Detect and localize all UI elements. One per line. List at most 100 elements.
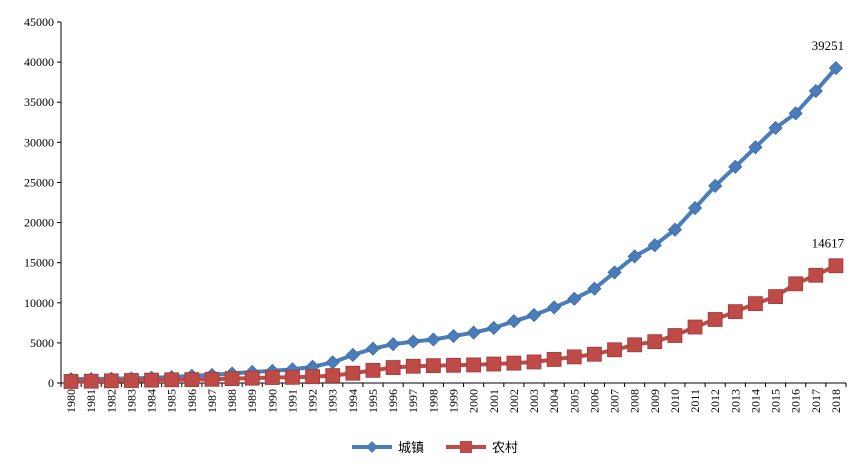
legend-label: 城镇 xyxy=(398,441,424,456)
data-point xyxy=(506,314,521,329)
data-point xyxy=(365,362,381,378)
x-tick-label: 2010 xyxy=(668,389,682,413)
data-point xyxy=(748,140,763,155)
x-tick-label: 2005 xyxy=(567,389,581,413)
chart-legend: 城镇 农村 xyxy=(352,441,518,456)
data-point xyxy=(526,307,542,323)
chart-axes xyxy=(60,22,846,384)
data-point xyxy=(566,349,582,365)
x-tick-label: 2017 xyxy=(809,389,823,413)
data-point xyxy=(727,304,743,320)
x-tick-label: 1980 xyxy=(64,389,78,413)
y-tick-label: 40000 xyxy=(24,55,54,69)
data-point xyxy=(788,276,804,292)
end-value-label: 14617 xyxy=(812,236,845,251)
x-tick-label: 1983 xyxy=(124,389,138,413)
data-point xyxy=(224,371,240,387)
data-point xyxy=(667,222,682,237)
x-tick-label: 1997 xyxy=(406,389,420,413)
x-tick-label: 1985 xyxy=(165,389,179,413)
data-point xyxy=(546,352,562,367)
x-tick-label: 1987 xyxy=(205,389,219,413)
data-point xyxy=(345,365,361,381)
x-tick-label: 1989 xyxy=(245,389,259,413)
data-point xyxy=(63,374,79,389)
x-tick-label: 2001 xyxy=(487,389,501,413)
data-point xyxy=(285,369,300,385)
x-tick-label: 2018 xyxy=(829,389,843,413)
data-point xyxy=(647,238,662,253)
x-tick-label: 2006 xyxy=(587,389,601,413)
x-tick-label: 1990 xyxy=(265,389,279,413)
data-point xyxy=(526,354,542,370)
data-point xyxy=(607,265,622,280)
data-point xyxy=(365,341,381,356)
data-point xyxy=(506,355,522,371)
data-point xyxy=(808,83,823,99)
x-tick-label: 1984 xyxy=(145,389,159,413)
x-tick-label: 1988 xyxy=(225,389,239,413)
legend-marker xyxy=(460,441,472,453)
data-point xyxy=(164,372,180,388)
end-value-label: 39251 xyxy=(812,38,845,53)
y-tick-label: 35000 xyxy=(24,95,54,109)
data-point xyxy=(808,267,824,283)
y-tick-label: 25000 xyxy=(24,175,54,189)
x-tick-label: 2000 xyxy=(467,389,481,413)
legend-label: 农村 xyxy=(492,441,518,456)
x-tick-label: 1982 xyxy=(104,389,118,413)
data-point xyxy=(184,372,200,387)
y-tick-label: 45000 xyxy=(24,15,54,29)
data-point xyxy=(828,258,844,274)
x-tick-label: 1998 xyxy=(426,389,440,413)
data-point xyxy=(466,357,482,373)
data-point xyxy=(405,358,421,374)
x-tick-label: 2015 xyxy=(769,389,783,413)
x-tick-label: 2008 xyxy=(628,389,642,413)
series-layer xyxy=(63,61,844,389)
data-point xyxy=(627,249,642,264)
x-tick-label: 2004 xyxy=(547,389,561,413)
data-point xyxy=(687,319,703,335)
data-point xyxy=(83,373,99,389)
data-point xyxy=(788,106,803,121)
data-point xyxy=(728,159,743,174)
data-point xyxy=(244,370,260,386)
x-tick-label: 2013 xyxy=(728,389,742,413)
data-point xyxy=(305,369,321,385)
x-tick-label: 2002 xyxy=(507,389,521,413)
data-point xyxy=(144,372,159,388)
y-tick-label: 30000 xyxy=(24,135,54,149)
x-tick-label: 1994 xyxy=(346,389,360,413)
data-point xyxy=(748,296,763,312)
y-tick-label: 0 xyxy=(48,376,54,390)
data-point xyxy=(627,337,643,353)
y-tick-label: 20000 xyxy=(24,216,54,230)
series-2 xyxy=(63,258,844,389)
x-tick-label: 1981 xyxy=(84,389,98,413)
data-point xyxy=(647,334,663,350)
data-point xyxy=(386,337,401,352)
data-point xyxy=(486,356,502,372)
data-point xyxy=(547,300,562,315)
data-labels: 39251 14617 xyxy=(812,38,845,251)
x-tick-label: 1995 xyxy=(366,389,380,413)
data-point xyxy=(446,357,461,373)
data-point xyxy=(586,346,602,362)
legend-marker xyxy=(366,441,378,453)
data-point xyxy=(406,334,421,349)
data-point xyxy=(103,373,119,389)
data-point xyxy=(707,312,723,327)
x-tick-label: 2009 xyxy=(648,389,662,413)
y-tick-label: 15000 xyxy=(24,256,54,270)
data-point xyxy=(768,289,783,304)
x-tick-label: 2014 xyxy=(748,389,762,413)
x-tick-label: 2012 xyxy=(708,389,722,413)
data-point xyxy=(124,373,139,388)
data-point xyxy=(486,320,501,336)
data-point xyxy=(204,371,220,387)
y-tick-label: 10000 xyxy=(24,296,54,310)
data-point xyxy=(466,325,481,340)
x-tick-label: 1991 xyxy=(285,389,299,413)
data-point xyxy=(385,360,401,375)
